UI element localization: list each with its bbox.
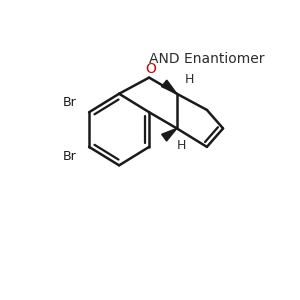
Text: Br: Br [63, 150, 76, 163]
Text: O: O [145, 62, 156, 76]
Text: H: H [185, 74, 194, 86]
Text: Br: Br [63, 96, 76, 109]
Polygon shape [162, 128, 177, 141]
Polygon shape [161, 80, 177, 94]
Text: AND Enantiomer: AND Enantiomer [149, 52, 265, 66]
Text: H: H [177, 139, 186, 152]
